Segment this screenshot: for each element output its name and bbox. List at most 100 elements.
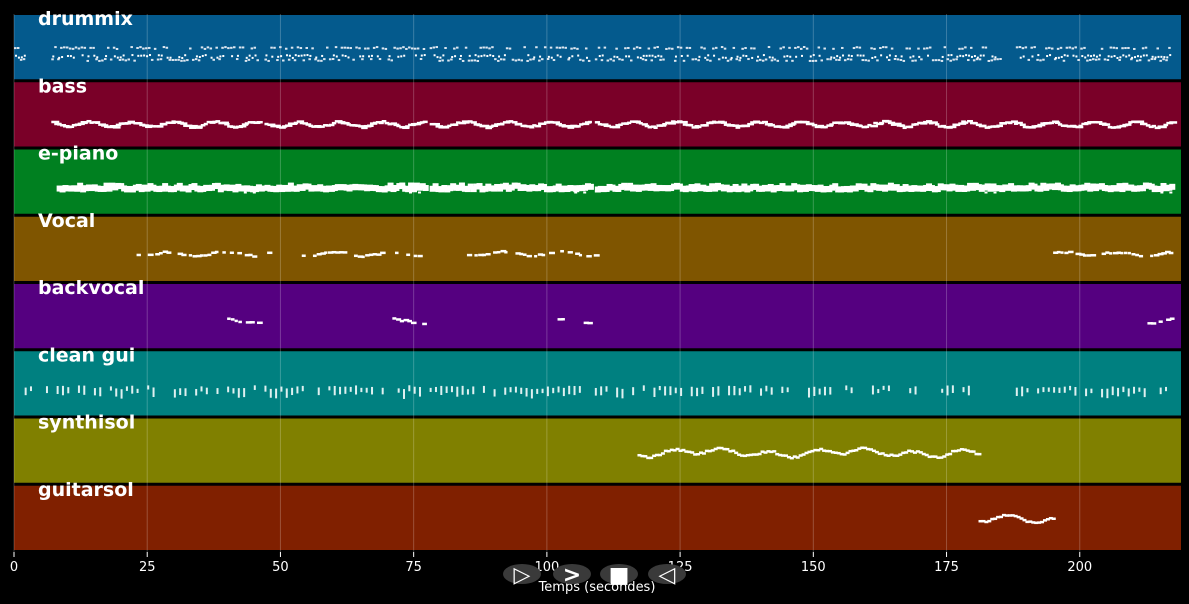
note bbox=[142, 47, 145, 50]
note bbox=[648, 54, 651, 57]
note bbox=[83, 121, 88, 125]
note bbox=[1125, 55, 1128, 58]
note bbox=[1127, 388, 1130, 397]
note bbox=[955, 123, 961, 127]
note bbox=[284, 185, 291, 192]
note bbox=[86, 59, 89, 62]
note bbox=[772, 450, 777, 453]
forward-button[interactable]: > bbox=[553, 563, 591, 588]
note bbox=[196, 254, 202, 258]
note bbox=[845, 451, 850, 455]
note bbox=[323, 58, 326, 61]
note-cluster bbox=[249, 188, 253, 191]
note bbox=[508, 47, 512, 50]
note bbox=[494, 123, 500, 126]
note bbox=[541, 388, 544, 394]
note bbox=[567, 126, 575, 129]
note bbox=[931, 121, 938, 124]
note bbox=[698, 55, 701, 58]
note bbox=[789, 456, 794, 460]
note bbox=[369, 58, 373, 61]
note bbox=[328, 123, 335, 127]
note bbox=[479, 46, 482, 49]
note bbox=[504, 387, 507, 395]
note bbox=[210, 56, 213, 59]
note bbox=[184, 388, 187, 397]
note bbox=[1085, 388, 1088, 397]
note bbox=[375, 46, 379, 49]
note bbox=[395, 251, 399, 255]
note bbox=[981, 124, 987, 128]
note bbox=[700, 46, 703, 49]
note-cluster bbox=[418, 191, 421, 194]
note bbox=[1071, 47, 1074, 50]
note bbox=[72, 56, 75, 59]
note bbox=[931, 59, 935, 62]
note bbox=[417, 254, 423, 258]
note bbox=[900, 55, 903, 58]
note bbox=[1128, 54, 1131, 57]
tracks-layer bbox=[14, 15, 1181, 550]
note bbox=[968, 54, 971, 57]
note bbox=[499, 122, 505, 126]
note bbox=[879, 121, 885, 125]
note bbox=[500, 249, 507, 253]
note bbox=[406, 253, 411, 257]
note bbox=[638, 46, 642, 49]
note bbox=[63, 46, 66, 49]
note bbox=[947, 54, 950, 57]
note bbox=[887, 385, 890, 392]
note bbox=[1133, 386, 1136, 394]
note bbox=[410, 186, 417, 193]
note bbox=[1127, 251, 1131, 255]
note bbox=[51, 58, 54, 61]
note bbox=[807, 387, 810, 398]
note bbox=[315, 56, 318, 59]
back-button[interactable]: ◁ bbox=[648, 563, 686, 588]
note bbox=[676, 46, 680, 49]
note bbox=[224, 46, 227, 49]
play-button[interactable]: ▷ bbox=[503, 563, 541, 588]
note bbox=[674, 55, 677, 58]
note bbox=[264, 122, 269, 126]
note bbox=[1034, 521, 1039, 525]
note bbox=[967, 119, 973, 123]
note bbox=[1066, 54, 1069, 57]
note bbox=[258, 185, 265, 192]
note bbox=[625, 55, 628, 58]
note bbox=[1147, 322, 1153, 325]
note bbox=[241, 46, 245, 49]
note bbox=[432, 122, 440, 126]
note bbox=[61, 56, 64, 59]
note bbox=[212, 58, 215, 61]
note bbox=[739, 56, 742, 59]
note bbox=[526, 254, 532, 258]
note bbox=[222, 251, 226, 254]
note bbox=[605, 386, 608, 392]
note bbox=[270, 124, 276, 128]
note bbox=[419, 58, 423, 61]
note bbox=[659, 124, 667, 127]
note bbox=[902, 126, 907, 130]
note bbox=[233, 46, 236, 49]
note bbox=[419, 121, 425, 124]
note bbox=[686, 54, 689, 57]
note bbox=[488, 47, 491, 50]
note bbox=[244, 122, 250, 125]
note bbox=[805, 47, 809, 50]
note bbox=[66, 54, 69, 57]
note bbox=[420, 54, 423, 57]
note bbox=[975, 123, 982, 127]
note bbox=[474, 54, 477, 57]
note bbox=[303, 54, 306, 57]
note bbox=[557, 318, 564, 321]
note bbox=[716, 446, 721, 450]
note bbox=[603, 124, 609, 127]
note bbox=[742, 454, 747, 458]
note bbox=[656, 46, 659, 49]
note bbox=[730, 56, 733, 59]
note bbox=[1047, 387, 1050, 392]
note bbox=[1153, 58, 1157, 61]
note bbox=[1097, 58, 1101, 61]
stop-button[interactable]: ■ bbox=[600, 563, 638, 588]
